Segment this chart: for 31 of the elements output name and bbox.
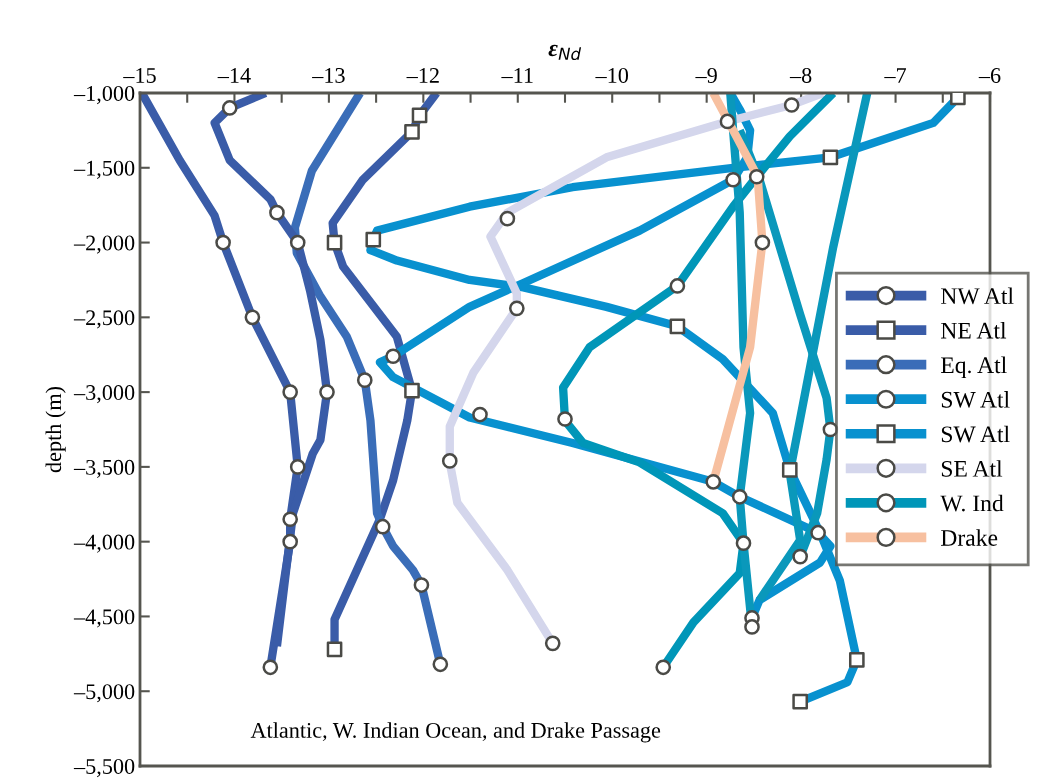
y-axis-title: depth (m) <box>45 386 66 473</box>
legend-label: SE Atl <box>941 460 1003 477</box>
legend-label: W. Ind <box>940 494 1004 512</box>
x-tick-label: –14 <box>217 68 251 83</box>
legend-label: Drake <box>941 529 998 546</box>
y-tick-label: –3,500 <box>73 459 135 479</box>
legend-label: SW Atl <box>941 391 1010 408</box>
annotation: Atlantic, W. Indian Ocean, and Drake Passage <box>250 722 661 743</box>
legend-label: NW Atl <box>941 287 1014 305</box>
x-tick-label: –8 <box>789 67 812 83</box>
x-tick-label: –9 <box>695 68 717 83</box>
y-tick-label: –5,500 <box>73 758 135 778</box>
x-tick-label: –12 <box>406 68 439 83</box>
x-tick-label: –10 <box>595 67 629 83</box>
x-axis-title: ε$_{Nd}$ <box>548 44 582 61</box>
y-tick-label: –5,000 <box>73 684 135 703</box>
x-tick-label: –15 <box>123 68 156 83</box>
y-tick-label: –2,000 <box>73 235 135 254</box>
y-tick-label: –4,500 <box>73 609 135 628</box>
y-tick-label: –4,000 <box>73 534 135 553</box>
x-tick-label: –11 <box>501 68 533 83</box>
x-tick-label: –13 <box>312 68 345 83</box>
y-tick-label: –1,000 <box>73 85 135 105</box>
legend-label: NE Atl <box>941 322 1007 339</box>
y-tick-label: –3,000 <box>73 385 135 404</box>
legend-label: Eq. Atl <box>941 356 1007 378</box>
y-tick-label: –1,500 <box>73 160 135 179</box>
x-tick-label: –7 <box>884 68 907 83</box>
x-tick-label: –6 <box>978 68 1001 83</box>
legend-label: SW Atl <box>941 425 1010 443</box>
y-tick-label: –2,500 <box>73 310 135 329</box>
